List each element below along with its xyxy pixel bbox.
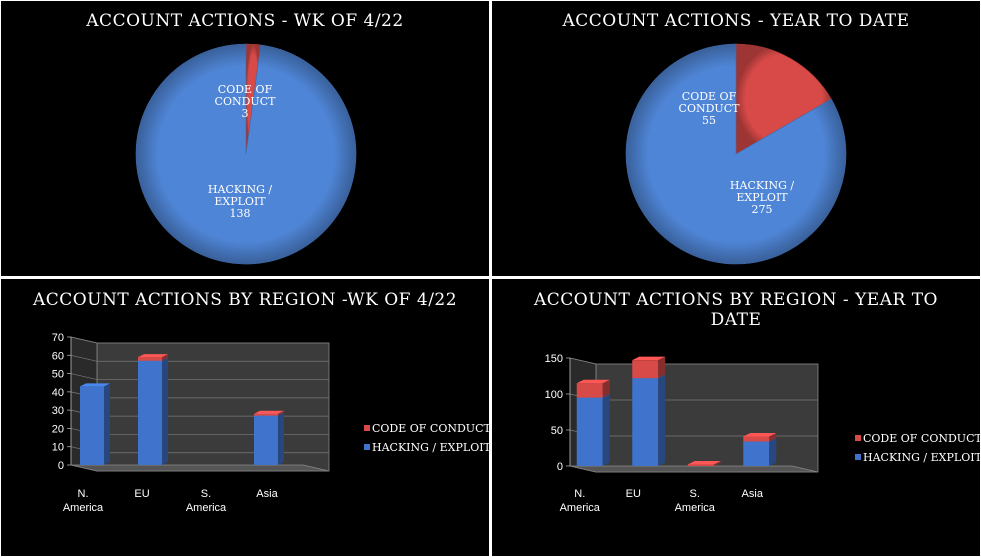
y-tick-label: 40 xyxy=(52,387,64,399)
y-tick-label: 30 xyxy=(52,405,64,417)
bar-segment-code-of-conduct xyxy=(687,461,721,466)
legend-entry: CODE OF CONDUCT xyxy=(372,422,489,435)
plot-floor xyxy=(569,465,819,473)
y-tick-label: 50 xyxy=(551,425,563,437)
x-tick-label: N. America xyxy=(63,488,104,514)
x-tick-label: EU xyxy=(626,488,641,500)
pie-chart-week-panel: ACCOUNT ACTIONS - WK OF 4/22 CODE OF COND… xyxy=(1,1,489,276)
pie-data-label: HACKING / EXPLOIT 275 xyxy=(730,179,794,216)
legend-entry: CODE OF CONDUCT xyxy=(863,432,980,445)
y-tick-label: 70 xyxy=(52,332,64,344)
chart-title: ACCOUNT ACTIONS BY REGION - YEAR TO DATE xyxy=(534,290,938,330)
x-tick-label: Asia xyxy=(256,488,278,500)
chart-title: ACCOUNT ACTIONS BY REGION -WK OF 4/22 xyxy=(32,290,458,310)
x-tick-label: N. America xyxy=(560,488,601,514)
bar-segment-code-of-conduct xyxy=(138,354,168,361)
chart-title: ACCOUNT ACTIONS - YEAR TO DATE xyxy=(562,11,910,31)
pie-chart-ytd-panel: ACCOUNT ACTIONS - YEAR TO DATE CODE OF CO… xyxy=(492,1,980,276)
y-tick-label: 10 xyxy=(52,442,64,454)
bar-segment-code-of-conduct xyxy=(254,410,284,416)
gridline xyxy=(569,465,818,473)
bar-segment-code-of-conduct xyxy=(576,379,610,398)
bar-chart-ytd: 0 50 100 150 N. America EU S. America Asia CODE OF… xyxy=(545,353,980,514)
y-tick-label: 150 xyxy=(545,353,563,365)
bar-segment-hacking-exploit xyxy=(632,374,666,466)
bar-segment-hacking-exploit xyxy=(743,438,777,466)
x-tick-label: EU xyxy=(134,488,149,500)
gridline xyxy=(70,354,329,362)
y-tick-label: 60 xyxy=(52,350,64,362)
y-tick-label: 0 xyxy=(557,461,563,473)
x-tick-label: S. America xyxy=(675,488,716,514)
bar-segment-hacking-exploit xyxy=(254,412,284,465)
legend-entry: HACKING / EXPLOIT xyxy=(863,451,980,464)
plot-back-wall xyxy=(96,342,330,472)
bar-segment-code-of-conduct xyxy=(743,432,777,442)
bar-chart-week-panel: ACCOUNT ACTIONS BY REGION -WK OF 4/22 0 1… xyxy=(1,279,489,556)
gridline xyxy=(70,373,329,380)
legend: CODE OF CONDUCT HACKING / EXPLOIT xyxy=(855,432,980,464)
plot-back-wall xyxy=(595,363,819,473)
pie-slice-code-of-conduct xyxy=(735,43,832,155)
bar-segment-code-of-conduct xyxy=(632,356,666,379)
y-tick-label: 0 xyxy=(58,460,64,472)
pie-slice-hacking-exploit xyxy=(625,43,847,265)
legend: CODE OF CONDUCT HACKING / EXPLOIT xyxy=(364,422,489,454)
y-tick-label: 100 xyxy=(545,389,563,401)
y-tick-label: 20 xyxy=(52,423,64,435)
bar-segment-hacking-exploit xyxy=(576,394,610,466)
x-tick-label: S. America xyxy=(186,488,227,514)
chart-title: ACCOUNT ACTIONS - WK OF 4/22 xyxy=(86,11,404,31)
pie-data-label: HACKING / EXPLOIT 138 xyxy=(208,183,272,220)
gridline xyxy=(569,357,818,365)
gridline xyxy=(70,464,329,472)
pie-slice-hacking-exploit xyxy=(135,43,357,265)
pie-data-label: CODE OF CONDUCT 55 xyxy=(679,90,741,127)
pie-chart-week: CODE OF CONDUCT 3 HACKING / EXPLOIT 138 xyxy=(135,43,357,265)
gridline xyxy=(70,336,329,344)
pie-chart-ytd: CODE OF CONDUCT 55 HACKING / EXPLOIT 275 xyxy=(625,43,847,265)
legend-entry: HACKING / EXPLOIT xyxy=(372,441,489,454)
plot-floor xyxy=(70,464,330,472)
pie-data-label: CODE OF CONDUCT 3 xyxy=(215,83,277,120)
bar-chart-ytd-panel: ACCOUNT ACTIONS BY REGION - YEAR TO DATE… xyxy=(492,279,980,556)
bar-chart-week: 0 10 20 30 40 50 60 70 N. America EU S. America Asia C… xyxy=(52,332,489,514)
bar-segment-hacking-exploit xyxy=(138,357,168,465)
bar-segment-hacking-exploit xyxy=(80,383,110,465)
x-tick-label: Asia xyxy=(742,488,764,500)
y-tick-label: 50 xyxy=(52,369,64,381)
